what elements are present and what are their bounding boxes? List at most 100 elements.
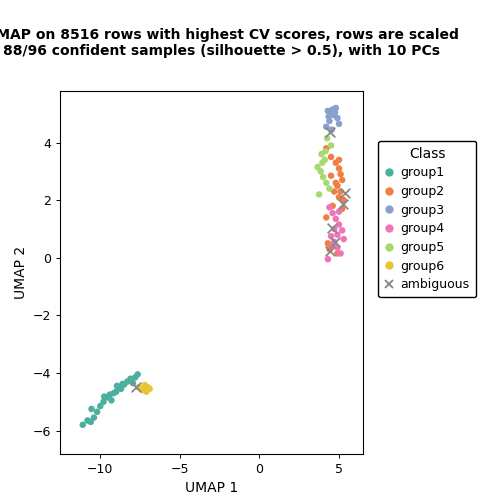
Point — [322, 213, 330, 221]
Point — [132, 383, 140, 391]
Point — [333, 231, 341, 239]
Point — [332, 179, 340, 187]
Point — [87, 418, 95, 426]
Point — [107, 396, 115, 404]
Point — [333, 182, 341, 190]
Point — [335, 156, 343, 164]
Point — [322, 122, 330, 131]
Point — [112, 388, 120, 396]
Point — [333, 243, 341, 251]
Point — [338, 205, 346, 213]
Point — [131, 373, 139, 382]
Legend: group1, group2, group3, group4, group5, group6, ambiguous: group1, group2, group3, group4, group5, … — [378, 141, 476, 297]
Point — [117, 385, 125, 393]
Point — [325, 112, 333, 120]
Point — [88, 405, 96, 413]
Point — [327, 232, 335, 240]
Point — [326, 117, 334, 125]
Point — [326, 245, 334, 253]
Point — [134, 370, 142, 379]
Point — [330, 225, 338, 233]
Point — [326, 203, 334, 211]
Point — [84, 416, 92, 424]
Point — [330, 238, 338, 246]
Point — [127, 374, 135, 383]
Point — [324, 107, 332, 115]
Point — [329, 241, 337, 249]
Point — [331, 238, 339, 246]
Point — [106, 391, 114, 399]
Point — [338, 176, 346, 184]
Point — [93, 408, 101, 416]
Point — [96, 402, 104, 410]
Point — [322, 144, 330, 152]
Point — [319, 173, 327, 181]
Point — [315, 191, 323, 199]
Point — [114, 384, 122, 392]
Point — [103, 394, 111, 402]
Point — [323, 134, 331, 142]
Point — [143, 388, 151, 396]
Point — [333, 114, 341, 122]
Point — [333, 249, 341, 258]
Point — [338, 226, 346, 234]
Point — [337, 187, 345, 196]
Point — [322, 179, 330, 187]
Point — [335, 208, 343, 216]
Point — [330, 111, 338, 119]
Point — [327, 172, 335, 180]
Point — [141, 381, 149, 389]
Point — [335, 120, 343, 128]
Point — [335, 221, 343, 229]
Point — [327, 142, 335, 150]
Text: UMAP on 8516 rows with highest CV scores, rows are scaled
88/96 confident sample: UMAP on 8516 rows with highest CV scores… — [0, 28, 459, 58]
X-axis label: UMAP 1: UMAP 1 — [185, 481, 238, 495]
Point — [329, 105, 337, 113]
Point — [90, 414, 98, 422]
Point — [327, 110, 335, 118]
Point — [326, 246, 334, 255]
Point — [332, 159, 340, 167]
Point — [332, 215, 340, 223]
Point — [327, 153, 335, 161]
Y-axis label: UMAP 2: UMAP 2 — [14, 245, 28, 299]
Point — [113, 382, 121, 390]
Point — [322, 147, 330, 155]
Point — [129, 379, 137, 387]
Point — [318, 159, 326, 167]
Point — [313, 163, 322, 171]
Point — [329, 209, 337, 217]
Point — [110, 389, 118, 397]
Point — [137, 385, 145, 393]
Point — [340, 196, 348, 204]
Point — [321, 156, 329, 164]
Point — [335, 164, 343, 172]
Point — [330, 187, 338, 196]
Point — [324, 239, 332, 247]
Point — [120, 381, 128, 389]
Point — [79, 421, 87, 429]
Point — [99, 398, 107, 406]
Point — [318, 150, 326, 158]
Point — [332, 104, 340, 112]
Point — [331, 108, 339, 116]
Point — [139, 386, 147, 394]
Point — [337, 249, 345, 258]
Point — [326, 184, 334, 193]
Point — [135, 384, 143, 392]
Point — [337, 170, 345, 178]
Point — [329, 202, 337, 210]
Point — [340, 235, 348, 243]
Point — [328, 125, 336, 134]
Point — [118, 380, 127, 388]
Point — [144, 384, 152, 392]
Point — [324, 255, 332, 263]
Point — [335, 193, 343, 201]
Point — [341, 189, 349, 197]
Point — [326, 129, 334, 137]
Point — [317, 167, 325, 175]
Point — [123, 377, 132, 386]
Point — [100, 393, 108, 401]
Point — [339, 201, 347, 209]
Point — [328, 223, 336, 231]
